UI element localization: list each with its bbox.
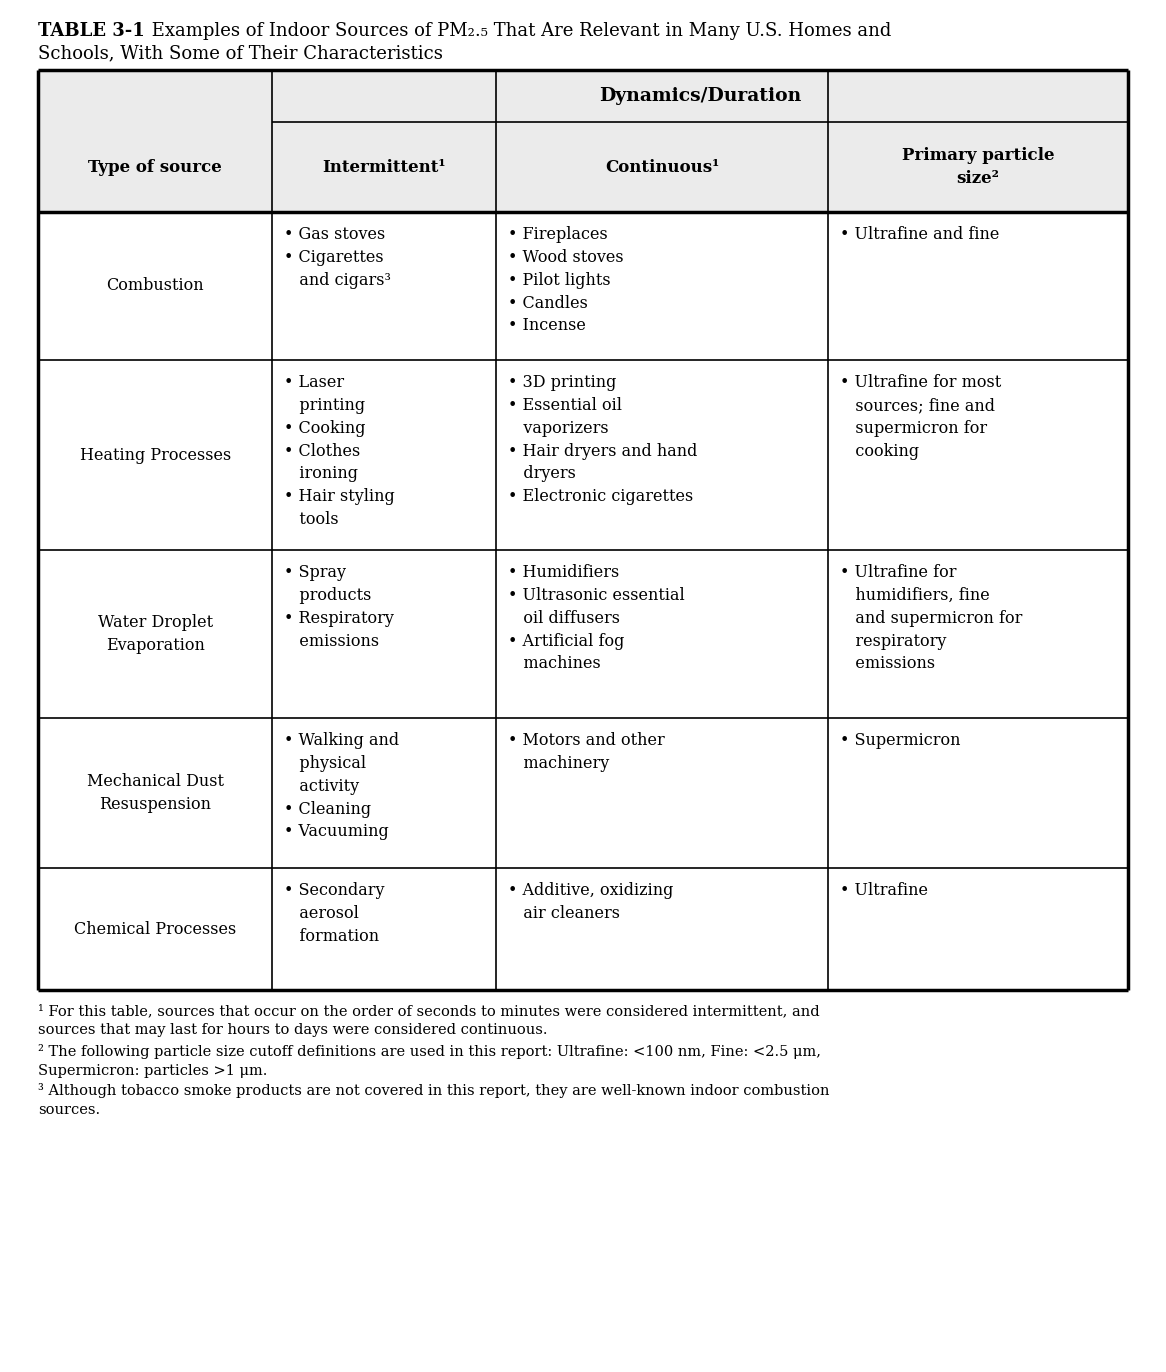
Text: Schools, With Some of Their Characteristics: Schools, With Some of Their Characterist… <box>38 44 443 62</box>
Text: Combustion: Combustion <box>106 277 204 295</box>
Text: • Humidifiers
• Ultrasonic essential
   oil diffusers
• Artificial fog
   machin: • Humidifiers • Ultrasonic essential oil… <box>508 564 684 672</box>
Text: • Laser
   printing
• Cooking
• Clothes
   ironing
• Hair styling
   tools: • Laser printing • Cooking • Clothes iro… <box>285 375 395 528</box>
Text: • Additive, oxidizing
   air cleaners: • Additive, oxidizing air cleaners <box>508 882 673 922</box>
Text: Dynamics/Duration: Dynamics/Duration <box>599 86 801 106</box>
Text: • Motors and other
   machinery: • Motors and other machinery <box>508 733 665 772</box>
Text: • Ultrafine for most
   sources; fine and
   supermicron for
   cooking: • Ultrafine for most sources; fine and s… <box>841 375 1002 460</box>
Text: • 3D printing
• Essential oil
   vaporizers
• Hair dryers and hand
   dryers
• E: • 3D printing • Essential oil vaporizers… <box>508 375 697 505</box>
Text: Continuous¹: Continuous¹ <box>605 159 719 176</box>
Text: Water Droplet
Evaporation: Water Droplet Evaporation <box>98 615 212 653</box>
Text: Examples of Indoor Sources of PM₂.₅ That Are Relevant in Many U.S. Homes and: Examples of Indoor Sources of PM₂.₅ That… <box>146 22 891 40</box>
Text: • Walking and
   physical
   activity
• Cleaning
• Vacuuming: • Walking and physical activity • Cleani… <box>285 733 400 841</box>
Text: • Secondary
   aerosol
   formation: • Secondary aerosol formation <box>285 882 385 945</box>
Bar <box>38 70 1128 122</box>
Text: • Ultrafine for
   humidifiers, fine
   and supermicron for
   respiratory
   em: • Ultrafine for humidifiers, fine and su… <box>841 564 1023 672</box>
Bar <box>38 122 1128 213</box>
Text: Mechanical Dust
Resuspension: Mechanical Dust Resuspension <box>86 774 224 812</box>
Text: Primary particle
size²: Primary particle size² <box>901 147 1054 187</box>
Text: ² The following particle size cutoff definitions are used in this report: Ultraf: ² The following particle size cutoff def… <box>38 1044 821 1077</box>
Text: Intermittent¹: Intermittent¹ <box>322 159 445 176</box>
Text: • Gas stoves
• Cigarettes
   and cigars³: • Gas stoves • Cigarettes and cigars³ <box>285 226 392 288</box>
Text: • Supermicron: • Supermicron <box>841 733 961 749</box>
Text: • Ultrafine and fine: • Ultrafine and fine <box>841 226 999 243</box>
Text: Heating Processes: Heating Processes <box>79 446 231 464</box>
Text: • Spray
   products
• Respiratory
   emissions: • Spray products • Respiratory emissions <box>285 564 394 649</box>
Text: ¹ For this table, sources that occur on the order of seconds to minutes were con: ¹ For this table, sources that occur on … <box>38 1004 820 1037</box>
Text: Chemical Processes: Chemical Processes <box>75 921 237 937</box>
Text: TABLE 3-1: TABLE 3-1 <box>38 22 145 40</box>
Text: • Ultrafine: • Ultrafine <box>841 882 928 899</box>
Text: ³ Although tobacco smoke products are not covered in this report, they are well-: ³ Although tobacco smoke products are no… <box>38 1084 829 1117</box>
Text: • Fireplaces
• Wood stoves
• Pilot lights
• Candles
• Incense: • Fireplaces • Wood stoves • Pilot light… <box>508 226 624 335</box>
Text: Type of source: Type of source <box>89 159 222 176</box>
